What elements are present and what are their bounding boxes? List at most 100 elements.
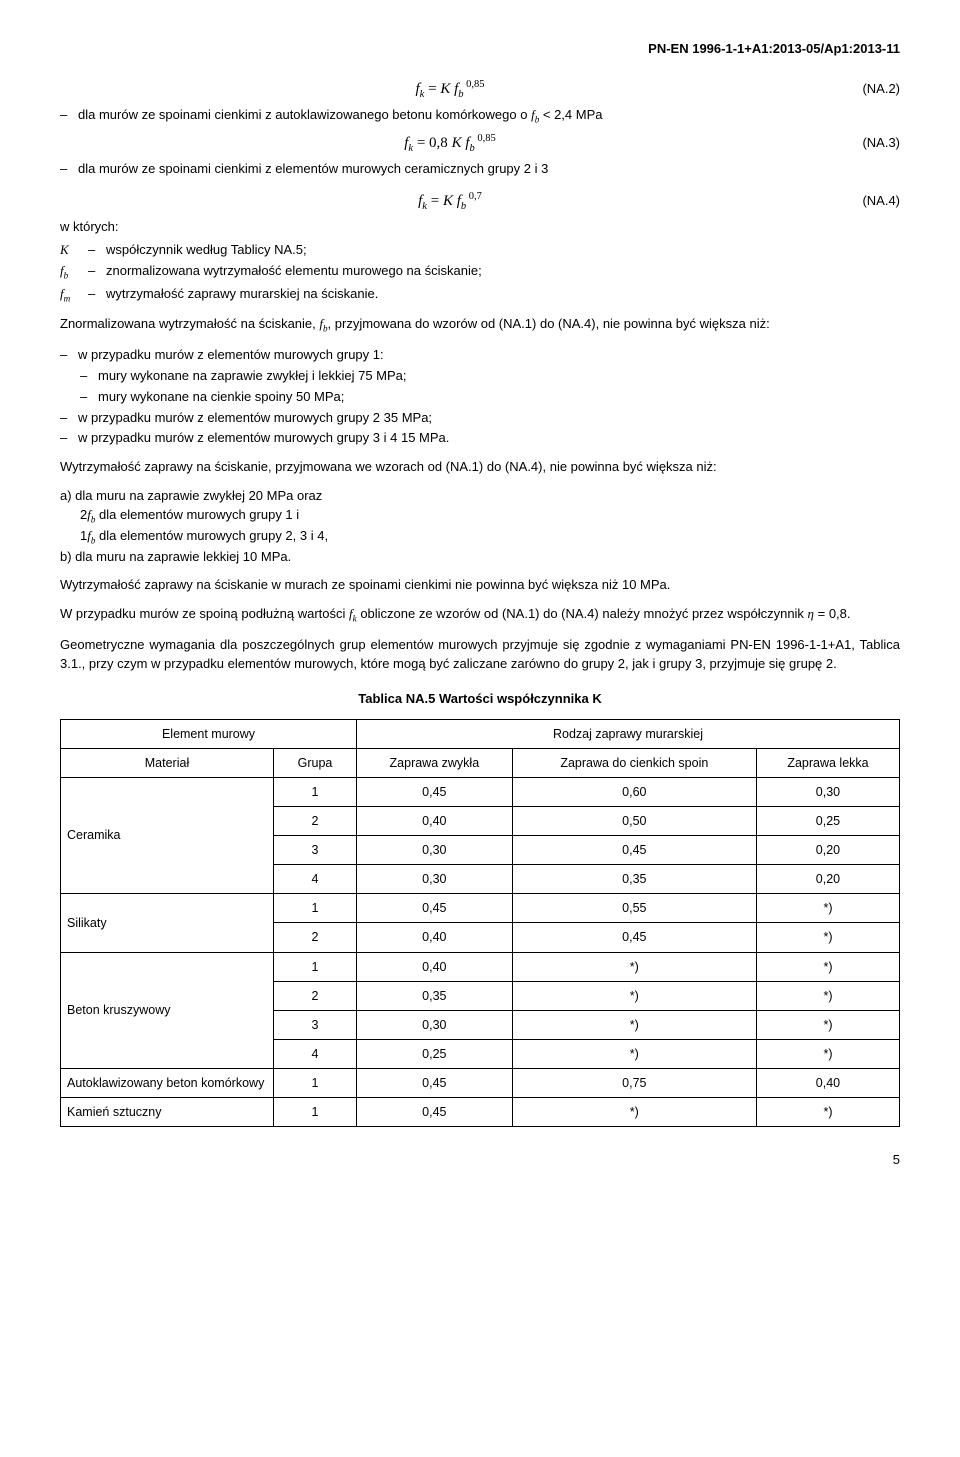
equation-na3-num: (NA.3): [840, 134, 900, 153]
cell-value: 0,30: [357, 865, 513, 894]
cell-value: 0,50: [512, 806, 756, 835]
cell-group: 3: [274, 836, 357, 865]
eq3-exp: 0,85: [477, 133, 495, 144]
cell-value: *): [756, 1010, 899, 1039]
cell-value: 0,45: [357, 1069, 513, 1098]
para-mortar-strength: Wytrzymałość zaprawy na ściskanie, przyj…: [60, 458, 900, 477]
para4-a: W przypadku murów ze spoiną podłużną war…: [60, 606, 349, 621]
definitions: K – współczynnik według Tablicy NA.5; fb…: [60, 241, 900, 305]
p2c: 1fb dla elementów murowych grupy 2, 3 i …: [80, 527, 900, 548]
cell-material: Ceramika: [61, 777, 274, 894]
dash-icon: –: [60, 106, 78, 125]
cell-value: 0,30: [357, 836, 513, 865]
th-rodzaj: Rodzaj zaprawy murarskiej: [357, 719, 900, 748]
table-k-values: Element murowy Rodzaj zaprawy murarskiej…: [60, 719, 900, 1128]
table-row: Autoklawizowany beton komórkowy10,450,75…: [61, 1069, 900, 1098]
p2d: b) dla muru na zaprawie lekkiej 10 MPa.: [60, 548, 900, 567]
cell-material: Kamień sztuczny: [61, 1098, 274, 1127]
bullet-grp2: – w przypadku murów z elementów murowych…: [60, 409, 900, 428]
table-row: Kamień sztuczny10,45*)*): [61, 1098, 900, 1127]
cell-value: 0,45: [512, 836, 756, 865]
bullet-grp1: – w przypadku murów z elementów murowych…: [60, 346, 900, 365]
p2c-post: dla elementów murowych grupy 2, 3 i 4,: [95, 528, 328, 543]
dash-icon: –: [60, 346, 78, 365]
cell-group: 2: [274, 981, 357, 1010]
def-K-txt: współczynnik według Tablicy NA.5;: [106, 241, 900, 260]
doc-header: PN-EN 1996-1-1+A1:2013-05/Ap1:2013-11: [60, 40, 900, 59]
cell-value: 0,35: [357, 981, 513, 1010]
bullet-ceramic: – dla murów ze spoinami cienkimi z eleme…: [60, 160, 900, 179]
cell-value: 0,40: [756, 1069, 899, 1098]
cell-value: 0,25: [756, 806, 899, 835]
th-grupa: Grupa: [274, 748, 357, 777]
cell-group: 1: [274, 894, 357, 923]
cell-group: 3: [274, 1010, 357, 1039]
cell-value: 0,20: [756, 836, 899, 865]
cell-material: Beton kruszywowy: [61, 952, 274, 1069]
cell-group: 1: [274, 777, 357, 806]
para1-a: Znormalizowana wytrzymałość na ściskanie…: [60, 316, 319, 331]
para-geom: Geometryczne wymagania dla poszczególnyc…: [60, 636, 900, 674]
p2b: 2fb dla elementów murowych grupy 1 i: [80, 506, 900, 527]
cell-value: 0,45: [357, 894, 513, 923]
cell-group: 2: [274, 923, 357, 952]
equation-na4-expr: fk = K fb 0,7: [60, 189, 840, 214]
def-fm-txt: wytrzymałość zaprawy murarskiej na ścisk…: [106, 285, 900, 306]
cell-value: *): [756, 1098, 899, 1127]
cell-value: 0,40: [357, 806, 513, 835]
page-number: 5: [60, 1151, 900, 1170]
cell-value: 0,20: [756, 865, 899, 894]
bullet-grp1b: – mury wykonane na cienkie spoiny 50 MPa…: [80, 388, 900, 407]
cell-value: *): [756, 981, 899, 1010]
cell-value: *): [512, 952, 756, 981]
def-K: K – współczynnik według Tablicy NA.5;: [60, 241, 900, 260]
bullet-grp3-txt: w przypadku murów z elementów murowych g…: [78, 429, 900, 448]
cell-value: *): [756, 923, 899, 952]
equation-na3: fk = 0,8 K fb 0,85 (NA.3): [60, 131, 900, 156]
th-element: Element murowy: [61, 719, 357, 748]
th-cienkich: Zaprawa do cienkich spoin: [512, 748, 756, 777]
cell-value: *): [512, 1098, 756, 1127]
cell-group: 4: [274, 1039, 357, 1068]
def-fb-sym: fb: [60, 262, 88, 283]
bullet-grp3: – w przypadku murów z elementów murowych…: [60, 429, 900, 448]
cell-value: *): [756, 1039, 899, 1068]
dash-icon: –: [80, 367, 98, 386]
def-fm-sym: fm: [60, 285, 88, 306]
cell-value: 0,45: [357, 777, 513, 806]
bullet-grp1a: – mury wykonane na zaprawie zwykłej i le…: [80, 367, 900, 386]
cell-material: Autoklawizowany beton komórkowy: [61, 1069, 274, 1098]
dash-icon: –: [88, 262, 106, 283]
p2a: a) dla muru na zaprawie zwykłej 20 MPa o…: [60, 487, 900, 506]
bullet-grp2-txt: w przypadku murów z elementów murowych g…: [78, 409, 900, 428]
bullet-grp1-txt: w przypadku murów z elementów murowych g…: [78, 346, 900, 365]
dash-icon: –: [60, 409, 78, 428]
para4-b: obliczone ze wzorów od (NA.1) do (NA.4) …: [357, 606, 808, 621]
p2b-post: dla elementów murowych grupy 1 i: [95, 507, 299, 522]
para-long-joint: W przypadku murów ze spoiną podłużną war…: [60, 605, 900, 626]
line-eq2-a: dla murów ze spoinami cienkimi z autokla…: [78, 107, 531, 122]
para-thin-joint: Wytrzymałość zaprawy na ściskanie w mura…: [60, 576, 900, 595]
cell-value: 0,30: [756, 777, 899, 806]
dash-icon: –: [60, 160, 78, 179]
cell-value: 0,75: [512, 1069, 756, 1098]
bullet-autoclaved: – dla murów ze spoinami cienkimi z autok…: [60, 106, 900, 127]
cell-group: 1: [274, 1098, 357, 1127]
dash-icon: –: [88, 241, 106, 260]
def-fb-txt: znormalizowana wytrzymałość elementu mur…: [106, 262, 900, 283]
dash-icon: –: [80, 388, 98, 407]
cell-value: 0,25: [357, 1039, 513, 1068]
cell-value: 0,40: [357, 952, 513, 981]
def-K-sym: K: [60, 241, 88, 260]
equation-na3-expr: fk = 0,8 K fb 0,85: [60, 131, 840, 156]
equation-na2-num: (NA.2): [840, 80, 900, 99]
cell-value: 0,60: [512, 777, 756, 806]
bullet-autoclaved-text: dla murów ze spoinami cienkimi z autokla…: [78, 106, 900, 127]
cell-value: *): [756, 952, 899, 981]
cell-value: *): [512, 1039, 756, 1068]
cell-value: 0,40: [357, 923, 513, 952]
dash-icon: –: [88, 285, 106, 306]
th-material: Materiał: [61, 748, 274, 777]
cell-material: Silikaty: [61, 894, 274, 952]
table-row: Beton kruszywowy10,40*)*): [61, 952, 900, 981]
